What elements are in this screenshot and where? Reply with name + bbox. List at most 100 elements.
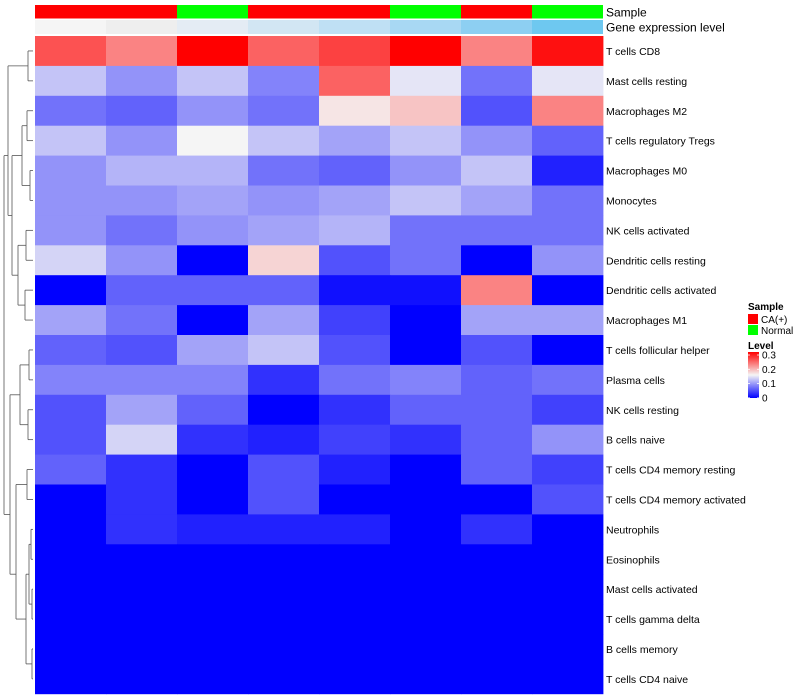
- expression-annotation-cell: [35, 20, 106, 34]
- heatmap-cell: [390, 514, 462, 545]
- heatmap-cell: [177, 574, 249, 605]
- heatmap-cell: [532, 125, 604, 156]
- heatmap-cell: [319, 364, 391, 396]
- heatmap-cell: [390, 185, 462, 216]
- heatmap-cell: [248, 305, 320, 336]
- heatmap-cell: [248, 155, 320, 186]
- heatmap-cell: [106, 215, 178, 246]
- heatmap-cell: [532, 394, 604, 426]
- heatmap-cell: [106, 634, 178, 665]
- row-label: Neutrophils: [606, 524, 659, 536]
- heatmap-cell: [319, 155, 391, 186]
- heatmap-cell: [106, 574, 178, 605]
- heatmap-cell: [248, 394, 320, 426]
- heatmap-cell: [35, 574, 107, 605]
- heatmap-cell: [248, 634, 320, 665]
- heatmap-cell: [177, 125, 249, 156]
- heatmap-cell: [248, 604, 320, 635]
- sample-annotation-cell: [319, 5, 390, 19]
- heatmap-cell: [390, 245, 462, 276]
- sample-annotation-cell: [177, 5, 248, 19]
- heatmap-cell: [532, 454, 604, 485]
- row-label: Dendritic cells resting: [606, 255, 706, 267]
- heatmap-cell: [461, 574, 533, 605]
- heatmap-cell: [35, 514, 107, 545]
- heatmap-cell: [35, 215, 107, 246]
- annotation-row-label: Gene expression level: [606, 21, 725, 35]
- heatmap-cell: [461, 634, 533, 665]
- heatmap-cell: [35, 634, 107, 665]
- level-color-bar: [748, 352, 759, 398]
- heatmap-cell: [177, 663, 249, 695]
- expression-annotation-cell: [532, 20, 603, 34]
- heatmap-cell: [177, 604, 249, 635]
- heatmap-cell: [461, 215, 533, 246]
- heatmap-cell: [390, 454, 462, 485]
- heatmap-cell: [248, 574, 320, 605]
- heatmap-cell: [106, 155, 178, 186]
- heatmap-cell: [532, 574, 604, 605]
- row-labels: T cells CD8 Mast cells resting Macrophages…: [606, 46, 746, 686]
- heatmap-cell: [35, 394, 107, 426]
- heatmap-cell: [248, 454, 320, 485]
- heatmap-cell: [461, 65, 533, 97]
- heatmap-cell: [319, 484, 391, 515]
- heatmap-cell: [390, 275, 462, 306]
- heatmap-cell: [177, 514, 249, 545]
- row-label: Mast cells resting: [606, 76, 687, 88]
- heatmap-cell: [248, 544, 320, 575]
- heatmap-cell: [532, 424, 604, 455]
- heatmap-cell: [532, 604, 604, 635]
- expression-annotation-cell: [390, 20, 461, 34]
- heatmap-cell: [177, 245, 249, 276]
- heatmap-cell: [532, 95, 604, 127]
- expression-annotation-cell: [106, 20, 177, 34]
- heatmap-cell: [319, 275, 391, 306]
- row-label: T cells regulatory Tregs: [606, 136, 715, 148]
- heatmap-cell: [461, 95, 533, 127]
- sample-annotation-cell: [390, 5, 461, 19]
- heatmap-cell: [390, 335, 462, 366]
- heatmap-cell: [532, 544, 604, 575]
- heatmap-cell: [319, 574, 391, 605]
- heatmap-cell: [461, 454, 533, 485]
- row-label: Dendritic cells activated: [606, 285, 716, 297]
- heatmap-cell: [106, 305, 178, 336]
- heatmap-cell: [319, 514, 391, 545]
- heatmap-cell: [177, 364, 249, 396]
- heatmap-cell: [35, 36, 107, 67]
- heatmap-cell: [461, 424, 533, 455]
- heatmap-cell: [319, 305, 391, 336]
- heatmap-cell: [106, 484, 178, 515]
- heatmap-cell: [532, 335, 604, 366]
- heatmap-cell: [35, 424, 107, 455]
- heatmap-cell: [319, 125, 391, 156]
- heatmap-cell: [248, 65, 320, 97]
- heatmap-cells: [35, 36, 604, 695]
- expression-annotation-cell: [319, 20, 390, 34]
- heatmap-cell: [177, 454, 249, 485]
- heatmap-cell: [35, 245, 107, 276]
- heatmap-cell: [177, 65, 249, 97]
- heatmap-cell: [106, 95, 178, 127]
- heatmap-cell: [532, 245, 604, 276]
- heatmap-cell: [532, 364, 604, 396]
- heatmap-cell: [532, 155, 604, 186]
- heatmap-cell: [390, 36, 462, 67]
- heatmap-cell: [461, 604, 533, 635]
- heatmap-cell: [319, 544, 391, 575]
- sample-annotation-cell: [532, 5, 603, 19]
- heatmap-cell: [248, 125, 320, 156]
- heatmap-cell: [390, 634, 462, 665]
- heatmap-cell: [106, 335, 178, 366]
- heatmap-cell: [461, 275, 533, 306]
- heatmap-cell: [461, 394, 533, 426]
- heatmap-cell: [248, 364, 320, 396]
- row-label: NK cells resting: [606, 405, 679, 417]
- sample-annotation-cell: [248, 5, 319, 19]
- heatmap-cell: [106, 364, 178, 396]
- heatmap-cell: [461, 185, 533, 216]
- heatmap-cell: [35, 155, 107, 186]
